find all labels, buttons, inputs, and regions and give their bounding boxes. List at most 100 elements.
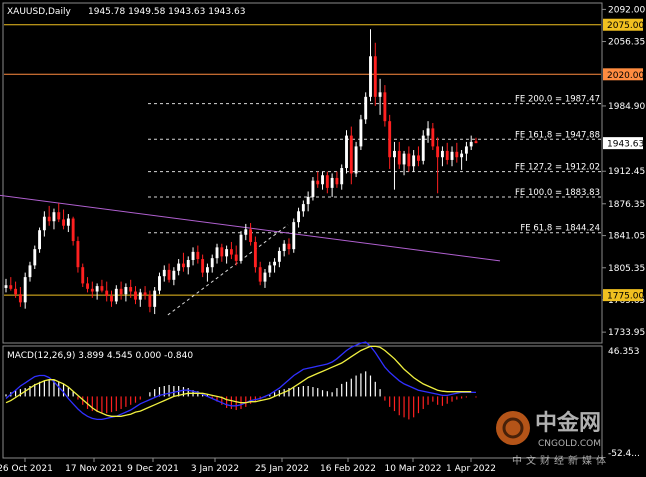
candle-body — [297, 211, 300, 223]
candle-body — [153, 290, 157, 307]
candle-body — [388, 121, 392, 158]
candle-body — [258, 267, 262, 282]
macd-line — [5, 341, 477, 421]
candle-body — [378, 92, 382, 97]
price-tag-label: 1775.00 — [607, 292, 644, 302]
candle-body — [220, 247, 224, 257]
candle-body — [119, 288, 123, 295]
candle-body — [445, 150, 449, 160]
candle-body — [369, 56, 372, 97]
candle-body — [167, 269, 171, 280]
candle-body — [282, 243, 286, 251]
candle-body — [335, 177, 339, 185]
candle-body — [62, 219, 65, 226]
candle-body — [225, 249, 229, 257]
candles — [4, 29, 478, 315]
time-axis: 26 Oct 2021 17 Nov 2021 9 Dec 2021 3 Jan 20… — [0, 458, 496, 474]
macd-tick-label-bottom: -52.4... — [608, 449, 640, 459]
candle-body — [71, 218, 75, 242]
watermark-name-en: CNGOLD.COM — [538, 439, 601, 449]
horizontal-levels — [4, 24, 601, 296]
candle-body — [436, 146, 440, 158]
candle-body — [268, 265, 272, 273]
candle-body — [129, 287, 133, 292]
candle-body — [196, 251, 200, 260]
candle-body — [263, 272, 267, 282]
watermark-slogan: 中文财经新媒体 — [512, 454, 610, 467]
time-tick-label: 17 Nov 2021 — [65, 464, 123, 474]
candle-body — [100, 286, 104, 291]
candle-body — [210, 258, 214, 268]
candle-body — [354, 146, 358, 174]
candle-body — [201, 259, 205, 273]
price-tag-box — [603, 289, 643, 302]
fib-level-label: FE 161.8 = 1947.88 — [515, 130, 600, 140]
candle-body — [373, 56, 377, 97]
price-tag-box — [603, 68, 643, 81]
candle-body — [450, 151, 454, 160]
candle-body — [383, 92, 387, 122]
fib-level-label: FE 200.0 = 1987.47 — [515, 95, 600, 105]
candle-body — [393, 150, 396, 158]
candle-body — [330, 177, 334, 188]
candle-body — [311, 180, 315, 197]
candle-body — [460, 153, 464, 158]
candle-body — [162, 269, 166, 277]
candle-body — [301, 204, 305, 212]
candle-body — [191, 251, 195, 260]
price-tick-label: 1876.35 — [608, 200, 645, 210]
candle-body — [244, 229, 248, 235]
candle-body — [431, 128, 435, 147]
time-tick-label: 3 Jan 2022 — [191, 464, 239, 474]
price-tick-label: 1912.45 — [608, 167, 645, 177]
dashed-trendline — [167, 224, 289, 316]
candle-body — [158, 276, 161, 291]
trendlines — [0, 194, 501, 316]
candle-body — [114, 288, 118, 302]
macd-pane-frame — [2, 345, 603, 459]
price-tags: 2075.00 2020.00 1943.63 1775.00 — [603, 18, 644, 302]
candle-body — [205, 267, 209, 273]
candle-body — [412, 155, 416, 167]
candle-body — [249, 229, 253, 242]
symbol-label: XAUUSD,Daily — [7, 7, 71, 17]
fib-level-label: FE 127.2 = 1912.02 — [515, 163, 600, 173]
candle-body — [134, 291, 137, 300]
candle-body — [229, 249, 233, 255]
candle-body — [253, 241, 257, 268]
candle-body — [76, 241, 80, 268]
ohlc-label: 1945.78 1949.58 1943.63 1943.63 — [88, 7, 245, 17]
candle-body — [186, 259, 190, 268]
candle-body — [316, 180, 320, 185]
candle-body — [426, 128, 430, 136]
candle-body — [143, 292, 147, 296]
watermark-coin-inner-icon — [502, 417, 524, 439]
candle-body — [397, 150, 401, 165]
candle-body — [124, 287, 128, 295]
price-tag-label: 2020.00 — [607, 71, 644, 81]
price-tag-label: 2075.00 — [607, 21, 644, 31]
candle-body — [52, 212, 56, 222]
candle-body — [349, 135, 353, 174]
candle-body — [4, 285, 8, 288]
candle-body — [90, 288, 94, 292]
candle-body — [277, 250, 281, 262]
price-tag-label: 1943.63 — [607, 140, 644, 150]
time-tick-label: 25 Jan 2022 — [255, 464, 309, 474]
fib-level-label: FE 100.0 = 1883.83 — [515, 188, 600, 198]
candle-body — [345, 135, 348, 169]
candle-body — [402, 153, 406, 165]
macd-signal-line — [5, 345, 472, 417]
candle-body — [364, 96, 368, 120]
price-tick-label: 2056.35 — [608, 38, 645, 48]
candle-body — [57, 212, 61, 220]
trendline — [0, 194, 501, 262]
candle-body — [138, 292, 142, 300]
candle-body — [95, 286, 99, 292]
price-tick-label: 1805.35 — [608, 264, 645, 274]
candle-body — [172, 270, 176, 280]
price-tick-label: 1733.95 — [608, 328, 645, 338]
candle-body — [28, 265, 32, 278]
